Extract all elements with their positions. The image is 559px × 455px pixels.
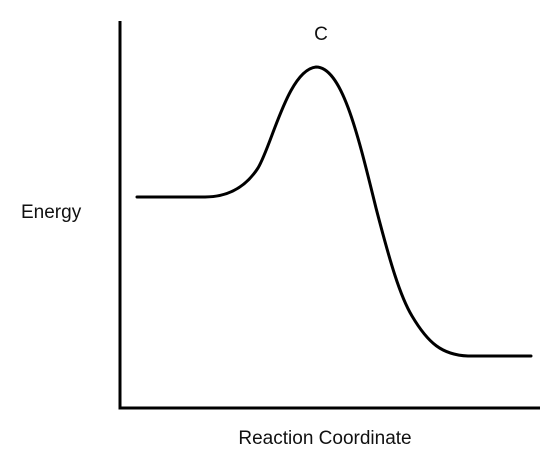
x-axis-label: Reaction Coordinate: [238, 428, 411, 449]
energy-curve: [135, 65, 533, 358]
y-axis-label: Energy: [21, 202, 82, 223]
peak-label: C: [314, 24, 328, 45]
